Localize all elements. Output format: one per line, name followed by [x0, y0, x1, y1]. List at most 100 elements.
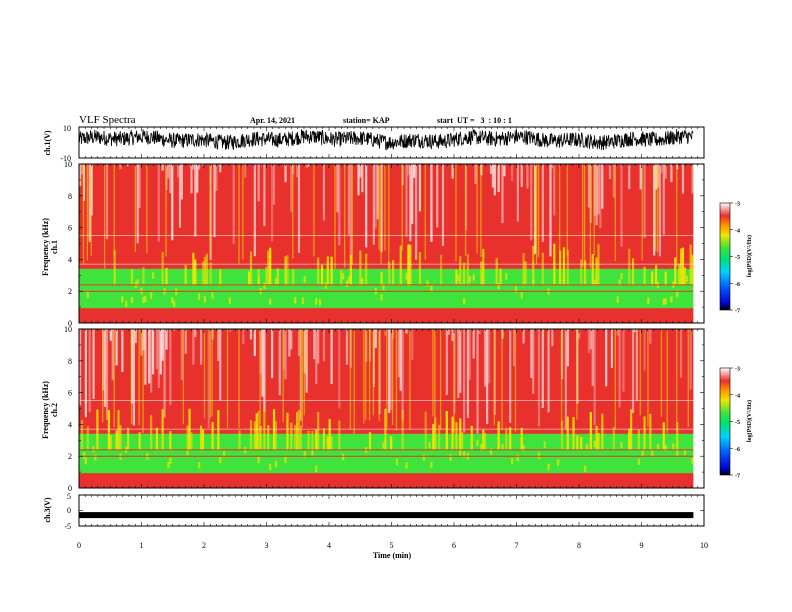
spectrogram-streak [457, 329, 460, 398]
colorbar-tick-label: -7 [735, 309, 740, 315]
spectrogram-streak [292, 268, 295, 285]
spectrogram-streak [676, 290, 679, 298]
spectrogram-streak [401, 329, 404, 421]
ch1-ylabel: ch.1(V) [43, 130, 52, 155]
spectrogram-streak [286, 412, 289, 450]
ch1-spectrogram-ticks [78, 163, 705, 324]
spectrogram-streak [689, 244, 692, 285]
spectrogram-streak [190, 164, 193, 194]
spectrogram-streak [501, 443, 504, 451]
spectrogram-streak [180, 164, 183, 200]
spectrogram-streak [685, 275, 688, 282]
spectrogram-streak [203, 256, 207, 285]
spectrogram-streak [656, 164, 659, 253]
spectrogram-streak [134, 329, 137, 344]
ch3-waveform-panel: 5 0 -5 ch.3(V) [43, 492, 705, 531]
spectrogram-streak [610, 329, 614, 368]
ch2-spectrogram-ytick-labels: 0 2 4 6 8 10 [64, 325, 72, 493]
spectrogram-streak [130, 296, 134, 304]
spectrogram-streak [597, 433, 600, 450]
spectrogram-streak [522, 329, 525, 344]
spectrogram-streak [520, 164, 523, 187]
spectrogram-streak [186, 425, 189, 450]
spectrogram-streak [560, 420, 564, 450]
spectrogram-streak [253, 164, 256, 257]
spectrogram-streak [593, 440, 596, 448]
spectrogram-streak [622, 329, 625, 392]
spectrogram-streak [219, 329, 222, 402]
spectrogram-streak [349, 254, 352, 285]
spectrogram-streak [146, 164, 148, 254]
spectrogram-streak [372, 164, 375, 245]
spectrogram-streak [265, 266, 268, 285]
spectrogram-streak [340, 269, 343, 285]
spectrogram-streak [82, 451, 86, 459]
spectrogram-streak [288, 329, 291, 357]
spectrogram-streak [589, 412, 592, 450]
spectrogram-streak [315, 465, 318, 473]
spectrogram-streak [142, 296, 145, 304]
spectrogram-streak [509, 427, 512, 450]
spectrogram-streak [399, 329, 402, 391]
spectrogram-streak [263, 409, 266, 450]
spectrogram-streak [691, 457, 694, 465]
spectrogram-streak [338, 164, 341, 246]
spectrogram-streak [303, 451, 306, 458]
time-tick-label: 3 [265, 541, 269, 550]
spectrogram-streak [201, 429, 205, 450]
spectrogram-streak [130, 329, 133, 425]
spectrogram-streak [303, 276, 306, 283]
spectrogram-streak [388, 164, 390, 268]
frequency-tick-label: 4 [68, 255, 72, 264]
spectrogram-streak [198, 462, 201, 469]
spectrogram-streak [687, 329, 689, 427]
spectrogram-streak [616, 296, 619, 303]
spectrogram-streak [676, 164, 678, 267]
spectrogram-streak [512, 329, 516, 366]
spectrogram-streak [365, 329, 367, 420]
spectrogram-streak [654, 276, 658, 284]
spectrogram-streak [163, 329, 166, 418]
spectrogram-streak [84, 329, 87, 418]
time-tick-label: 10 [700, 541, 708, 550]
spectrogram-streak [664, 271, 667, 285]
spectrogram-streak [662, 164, 665, 235]
spectrogram-streak [203, 296, 207, 303]
spectrogram-streak [551, 329, 554, 347]
spectrogram-streak [445, 329, 448, 395]
spectrogram-streak [359, 250, 362, 285]
spectrogram-streak [284, 256, 287, 285]
spectrogram-streak [213, 164, 216, 238]
spectrogram-streak [501, 329, 503, 430]
spectrogram-streak [347, 276, 351, 283]
time-tick-label: 2 [202, 541, 206, 550]
spectrogram-streak [270, 164, 274, 242]
spectrogram-streak [209, 164, 211, 258]
spectrogram-streak [294, 425, 297, 450]
spectrogram-streak [591, 329, 594, 386]
time-axis-tick-labels: 0 1 2 3 4 5 6 7 8 9 10 [77, 541, 708, 550]
spectrogram-streak [493, 329, 496, 426]
spectrogram-streak [378, 329, 380, 421]
spectrogram-streak [259, 425, 262, 450]
frequency-tick-label: 0 [68, 319, 72, 328]
ch1-ytick-bottom: -10 [60, 154, 71, 163]
figure-title: VLF Spectra [79, 114, 136, 126]
spectrogram-streak [589, 164, 592, 268]
spectrogram-streak [111, 329, 114, 381]
spectrogram-streak [549, 164, 552, 257]
spectrogram-streak [482, 429, 485, 450]
spectrogram-streak [635, 329, 638, 402]
spectrogram-streak [284, 329, 287, 380]
spectrogram-streak [660, 329, 663, 417]
spectrogram-streak [572, 417, 575, 450]
spectrogram-streak [608, 164, 612, 179]
spectrogram-streak [620, 442, 623, 449]
spectrogram-streak [672, 443, 675, 450]
spectrogram-streak [384, 164, 386, 251]
spectrogram-streak [501, 164, 504, 224]
spectrogram-streak [322, 428, 326, 450]
spectrogram-streak [226, 329, 229, 429]
ch2-spectrogram-heatmap [79, 329, 694, 488]
colorbar-tick-label: -6 [735, 282, 740, 288]
